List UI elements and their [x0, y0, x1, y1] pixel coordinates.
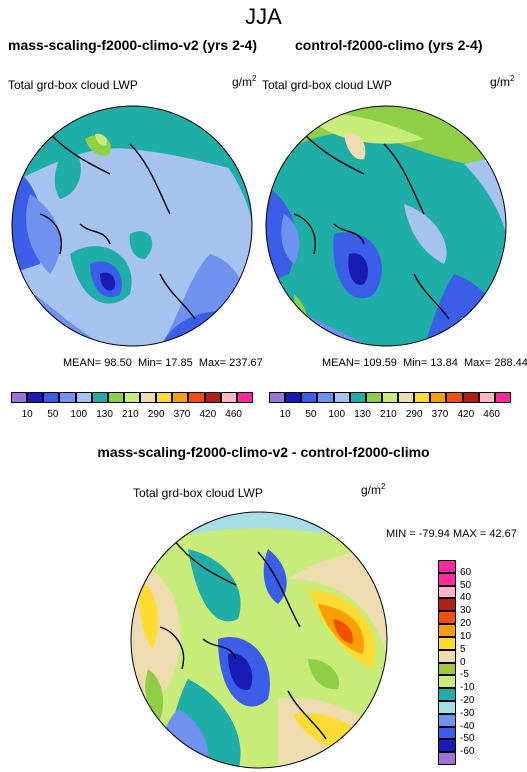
panel-1-colorbar-swatch: [107, 392, 124, 403]
panel-1-colorbar-swatch: [220, 392, 237, 403]
panel-1-map: [11, 105, 253, 347]
panel-1-title: mass-scaling-f2000-climo-v2 (yrs 2-4): [8, 37, 257, 53]
diff-colorbar-label: 5: [460, 643, 466, 655]
diff-colorbar-label: 20: [460, 618, 472, 630]
panel-2-colorbar-label: 50: [305, 409, 317, 420]
panel-2-variable: Total grd-box cloud LWP: [262, 78, 392, 92]
panel-2-colorbar-swatch: [269, 392, 286, 403]
panel-1-colorbar-label: 50: [47, 409, 59, 420]
diff-units: g/m2: [361, 482, 386, 497]
season-title: JJA: [245, 4, 282, 29]
panel-2-title: control-f2000-climo (yrs 2-4): [295, 37, 483, 53]
panel-2-colorbar-swatch: [446, 392, 463, 403]
panel-1-colorbar-swatch: [172, 392, 189, 403]
diff-colorbar-swatch: [438, 585, 456, 599]
panel-1-colorbar-swatch: [91, 392, 108, 403]
diff-colorbar-swatch: [438, 572, 456, 586]
panel-2-colorbar-swatch: [285, 392, 302, 403]
panel-1-colorbar-label: 290: [147, 409, 165, 420]
panel-2-colorbar-swatch: [365, 392, 382, 403]
panel-1-stats: MEAN= 98.50 Min= 17.85 Max= 237.67: [63, 357, 263, 369]
diff-colorbar-swatch: [438, 752, 456, 765]
diff-map: [130, 511, 388, 769]
diff-colorbar-swatch: [438, 700, 456, 714]
diff-colorbar-swatch: [438, 611, 456, 625]
diff-colorbar-label: -30: [460, 707, 475, 719]
panel-1-colorbar-label: 460: [225, 409, 242, 420]
diff-colorbar-swatch: [438, 713, 456, 727]
panel-1-colorbar-label: 420: [199, 409, 217, 420]
panel-1-colorbar-swatch: [43, 392, 60, 403]
panel-2-colorbar-swatch: [494, 392, 511, 403]
panel-2-colorbar-swatch: [317, 392, 334, 403]
panel-2-colorbar-swatch: [398, 392, 415, 403]
panel-1-colorbar-label: 100: [70, 409, 88, 420]
panel-2-colorbar-swatch: [414, 392, 431, 403]
panel-1-colorbar-label: 370: [173, 409, 191, 420]
diff-colorbar-label: 40: [460, 592, 472, 604]
panel-1-colorbar-swatch: [236, 392, 253, 403]
panel-1-colorbar-swatch: [75, 392, 92, 403]
panel-1-colorbar-swatch: [123, 392, 141, 403]
panel-1-colorbar-swatch: [204, 392, 221, 403]
panel-2-colorbar-swatch: [301, 392, 318, 403]
panel-1-colorbar-swatch: [188, 392, 205, 403]
panel-2-map: [265, 105, 507, 347]
panel-2-colorbar-label: 100: [328, 409, 346, 420]
diff-variable: Total grd-box cloud LWP: [133, 486, 263, 500]
diff-colorbar-swatch: [438, 675, 456, 689]
panel-1-colorbar-swatch: [59, 392, 76, 403]
panel-2-colorbar: 10 50 100 130 210 290 370 420 460: [263, 390, 517, 430]
diff-colorbar-swatch: [438, 624, 456, 637]
panel-1-variable: Total grd-box cloud LWP: [8, 78, 138, 92]
panel-1-colorbar: 10 50 100 130 210 290 370 420 460: [5, 390, 259, 430]
diff-colorbar-label: 30: [460, 605, 472, 617]
panel-2-colorbar-label: 130: [354, 409, 371, 420]
diff-colorbar-label: 50: [460, 579, 472, 591]
diff-colorbar-swatch: [438, 739, 456, 753]
panel-2-colorbar-label: 210: [380, 409, 397, 420]
diff-colorbar-swatch: [438, 662, 456, 676]
panel-1-colorbar-swatch: [156, 392, 173, 403]
panel-2-colorbar-label: 370: [431, 409, 449, 420]
panel-1-colorbar-swatch: [27, 392, 44, 403]
diff-title: mass-scaling-f2000-climo-v2 - control-f2…: [97, 444, 430, 460]
panel-2-colorbar-label: 10: [279, 409, 291, 420]
diff-colorbar-swatch: [438, 726, 456, 740]
panel-2-colorbar-swatch: [478, 392, 495, 403]
panel-2-colorbar-swatch: [333, 392, 350, 403]
panel-2-colorbar-swatch: [430, 392, 447, 403]
panel-2-colorbar-label: 420: [457, 409, 475, 420]
diff-colorbar-label: -60: [460, 746, 475, 758]
panel-1-units: g/m2: [232, 74, 257, 89]
panel-2-colorbar-swatch: [462, 392, 479, 403]
diff-colorbar-label: -20: [460, 694, 475, 706]
diff-colorbar-swatch: [438, 598, 456, 612]
panel-2-stats: MEAN= 109.59 Min= 13.84 Max= 288.44: [322, 357, 527, 369]
panel-2-colorbar-label: 460: [483, 409, 500, 420]
diff-colorbar-swatch: [438, 560, 456, 573]
diff-colorbar-swatch: [438, 688, 456, 701]
panel-2-units: g/m2: [490, 74, 515, 89]
diff-colorbar-label: -5: [460, 669, 469, 681]
diff-colorbar-swatch: [438, 636, 456, 650]
panel-1-colorbar-swatch: [140, 392, 157, 403]
panel-2-colorbar-label: 290: [405, 409, 423, 420]
panel-1-colorbar-swatch: [11, 392, 28, 403]
panel-1-colorbar-label: 130: [96, 409, 113, 420]
diff-colorbar-label: 60: [460, 566, 472, 578]
diff-colorbar: 60 50 40 30 20 10 5 0 -5 -10 -20 -30 -40 -50 -60: [438, 560, 498, 765]
panel-2-colorbar-swatch: [349, 392, 366, 403]
panel-1-colorbar-label: 210: [122, 409, 139, 420]
diff-colorbar-swatch: [438, 649, 456, 663]
diff-colorbar-label: -10: [460, 682, 475, 694]
diff-colorbar-label: -50: [460, 733, 475, 745]
panel-2-colorbar-swatch: [381, 392, 399, 403]
diff-colorbar-label: 0: [460, 656, 466, 668]
diff-colorbar-label: 10: [460, 630, 472, 642]
diff-colorbar-label: -40: [460, 720, 475, 732]
panel-1-colorbar-label: 10: [21, 409, 33, 420]
diff-minmax: MIN = -79.94 MAX = 42.67: [386, 528, 517, 540]
